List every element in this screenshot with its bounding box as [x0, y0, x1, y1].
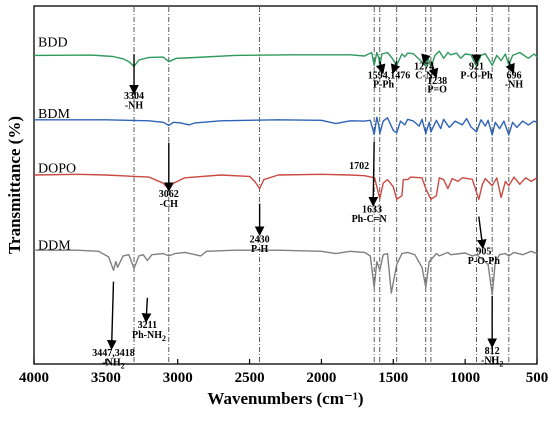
annotation-p-o: P=O — [427, 85, 447, 96]
annotation-nh: -NH — [505, 79, 524, 90]
x-tick-label-2500: 2500 — [235, 370, 265, 386]
series-line-ddm — [34, 249, 538, 296]
annotation-905: 905 — [476, 246, 491, 257]
annotation-921: 921 — [469, 61, 484, 72]
x-tick-label-500: 500 — [526, 370, 549, 386]
series-labels: BDD BDM DOPO DDM — [38, 36, 76, 254]
annotation-ch: -CH — [160, 199, 179, 210]
annotation-p-o-ph: P-O-Ph — [460, 71, 493, 82]
annotation-1274: 1274 — [414, 61, 434, 72]
series-line-bdm — [34, 116, 538, 136]
annotation-nh-2: -NH2 — [102, 357, 124, 370]
annotation-696: 696 — [507, 71, 522, 82]
annotation-3304: 3304 — [124, 91, 144, 102]
series-group — [33, 50, 538, 296]
annotation-nh-2: -NH2 — [481, 356, 503, 369]
annotation-arrow-3 — [368, 142, 379, 207]
annotation-arrow-5 — [375, 61, 386, 75]
series-label-dopo: DOPO — [38, 161, 76, 176]
annotation-c-n: C-N — [415, 71, 434, 82]
annotation-arrow-10 — [505, 61, 515, 74]
series-line-dopo — [33, 173, 538, 200]
annotation-p-h: P-H — [251, 244, 268, 255]
x-tick-label-1000: 1000 — [450, 370, 480, 386]
annotation-ph-c-n: Ph-C=N — [352, 214, 388, 225]
x-axis-title: Wavenumbers (cm⁻¹) — [207, 389, 363, 408]
annotation-arrow-6 — [390, 61, 401, 75]
x-tick-label-4000: 4000 — [19, 370, 49, 386]
annotation-3211: 3211 — [138, 320, 157, 331]
annotation-arrow-11 — [476, 216, 487, 250]
series-line-bdd — [33, 50, 538, 68]
annotation-3062: 3062 — [159, 189, 179, 200]
annotation-1594-1476: 1594,1476 — [368, 71, 411, 82]
annotation-arrow-8 — [428, 61, 439, 79]
x-tick-label-2000: 2000 — [306, 370, 336, 386]
series-label-bdd: BDD — [38, 36, 68, 51]
annotation-p-o-ph: P-O-Ph — [468, 256, 501, 267]
annotations: 3304-NH3062-CH17021633Ph-C=N2430P-H1594,… — [92, 61, 523, 370]
y-axis-title: Transmittance (%) — [5, 116, 24, 254]
annotation-p-ph: P-Ph — [373, 79, 395, 90]
annotation-3447-3418: 3447,3418 — [92, 348, 135, 359]
annotation-1702: 1702 — [349, 161, 369, 172]
annotation-arrows — [106, 53, 515, 350]
x-axis-ticks: 4000 3500 3000 2500 2000 1500 1000 500 — [19, 359, 548, 386]
annotation-nh: -NH — [125, 100, 144, 111]
series-label-bdm: BDM — [38, 107, 70, 122]
annotation-ph-nh-2: Ph-NH2 — [132, 330, 166, 343]
plot-area — [33, 5, 538, 365]
annotation-arrow-7 — [421, 53, 431, 65]
annotation-arrow-12 — [141, 297, 152, 324]
annotation-1633: 1633 — [362, 205, 382, 216]
series-label-ddm: DDM — [38, 238, 71, 253]
x-tick-label-3500: 3500 — [91, 370, 121, 386]
annotation-2430: 2430 — [250, 234, 270, 245]
annotation-arrow-13 — [106, 281, 117, 350]
annotation-812: 812 — [485, 346, 500, 357]
x-tick-label-3000: 3000 — [163, 370, 193, 386]
x-tick-label-1500: 1500 — [378, 370, 408, 386]
annotation-1238: 1238 — [427, 76, 447, 87]
